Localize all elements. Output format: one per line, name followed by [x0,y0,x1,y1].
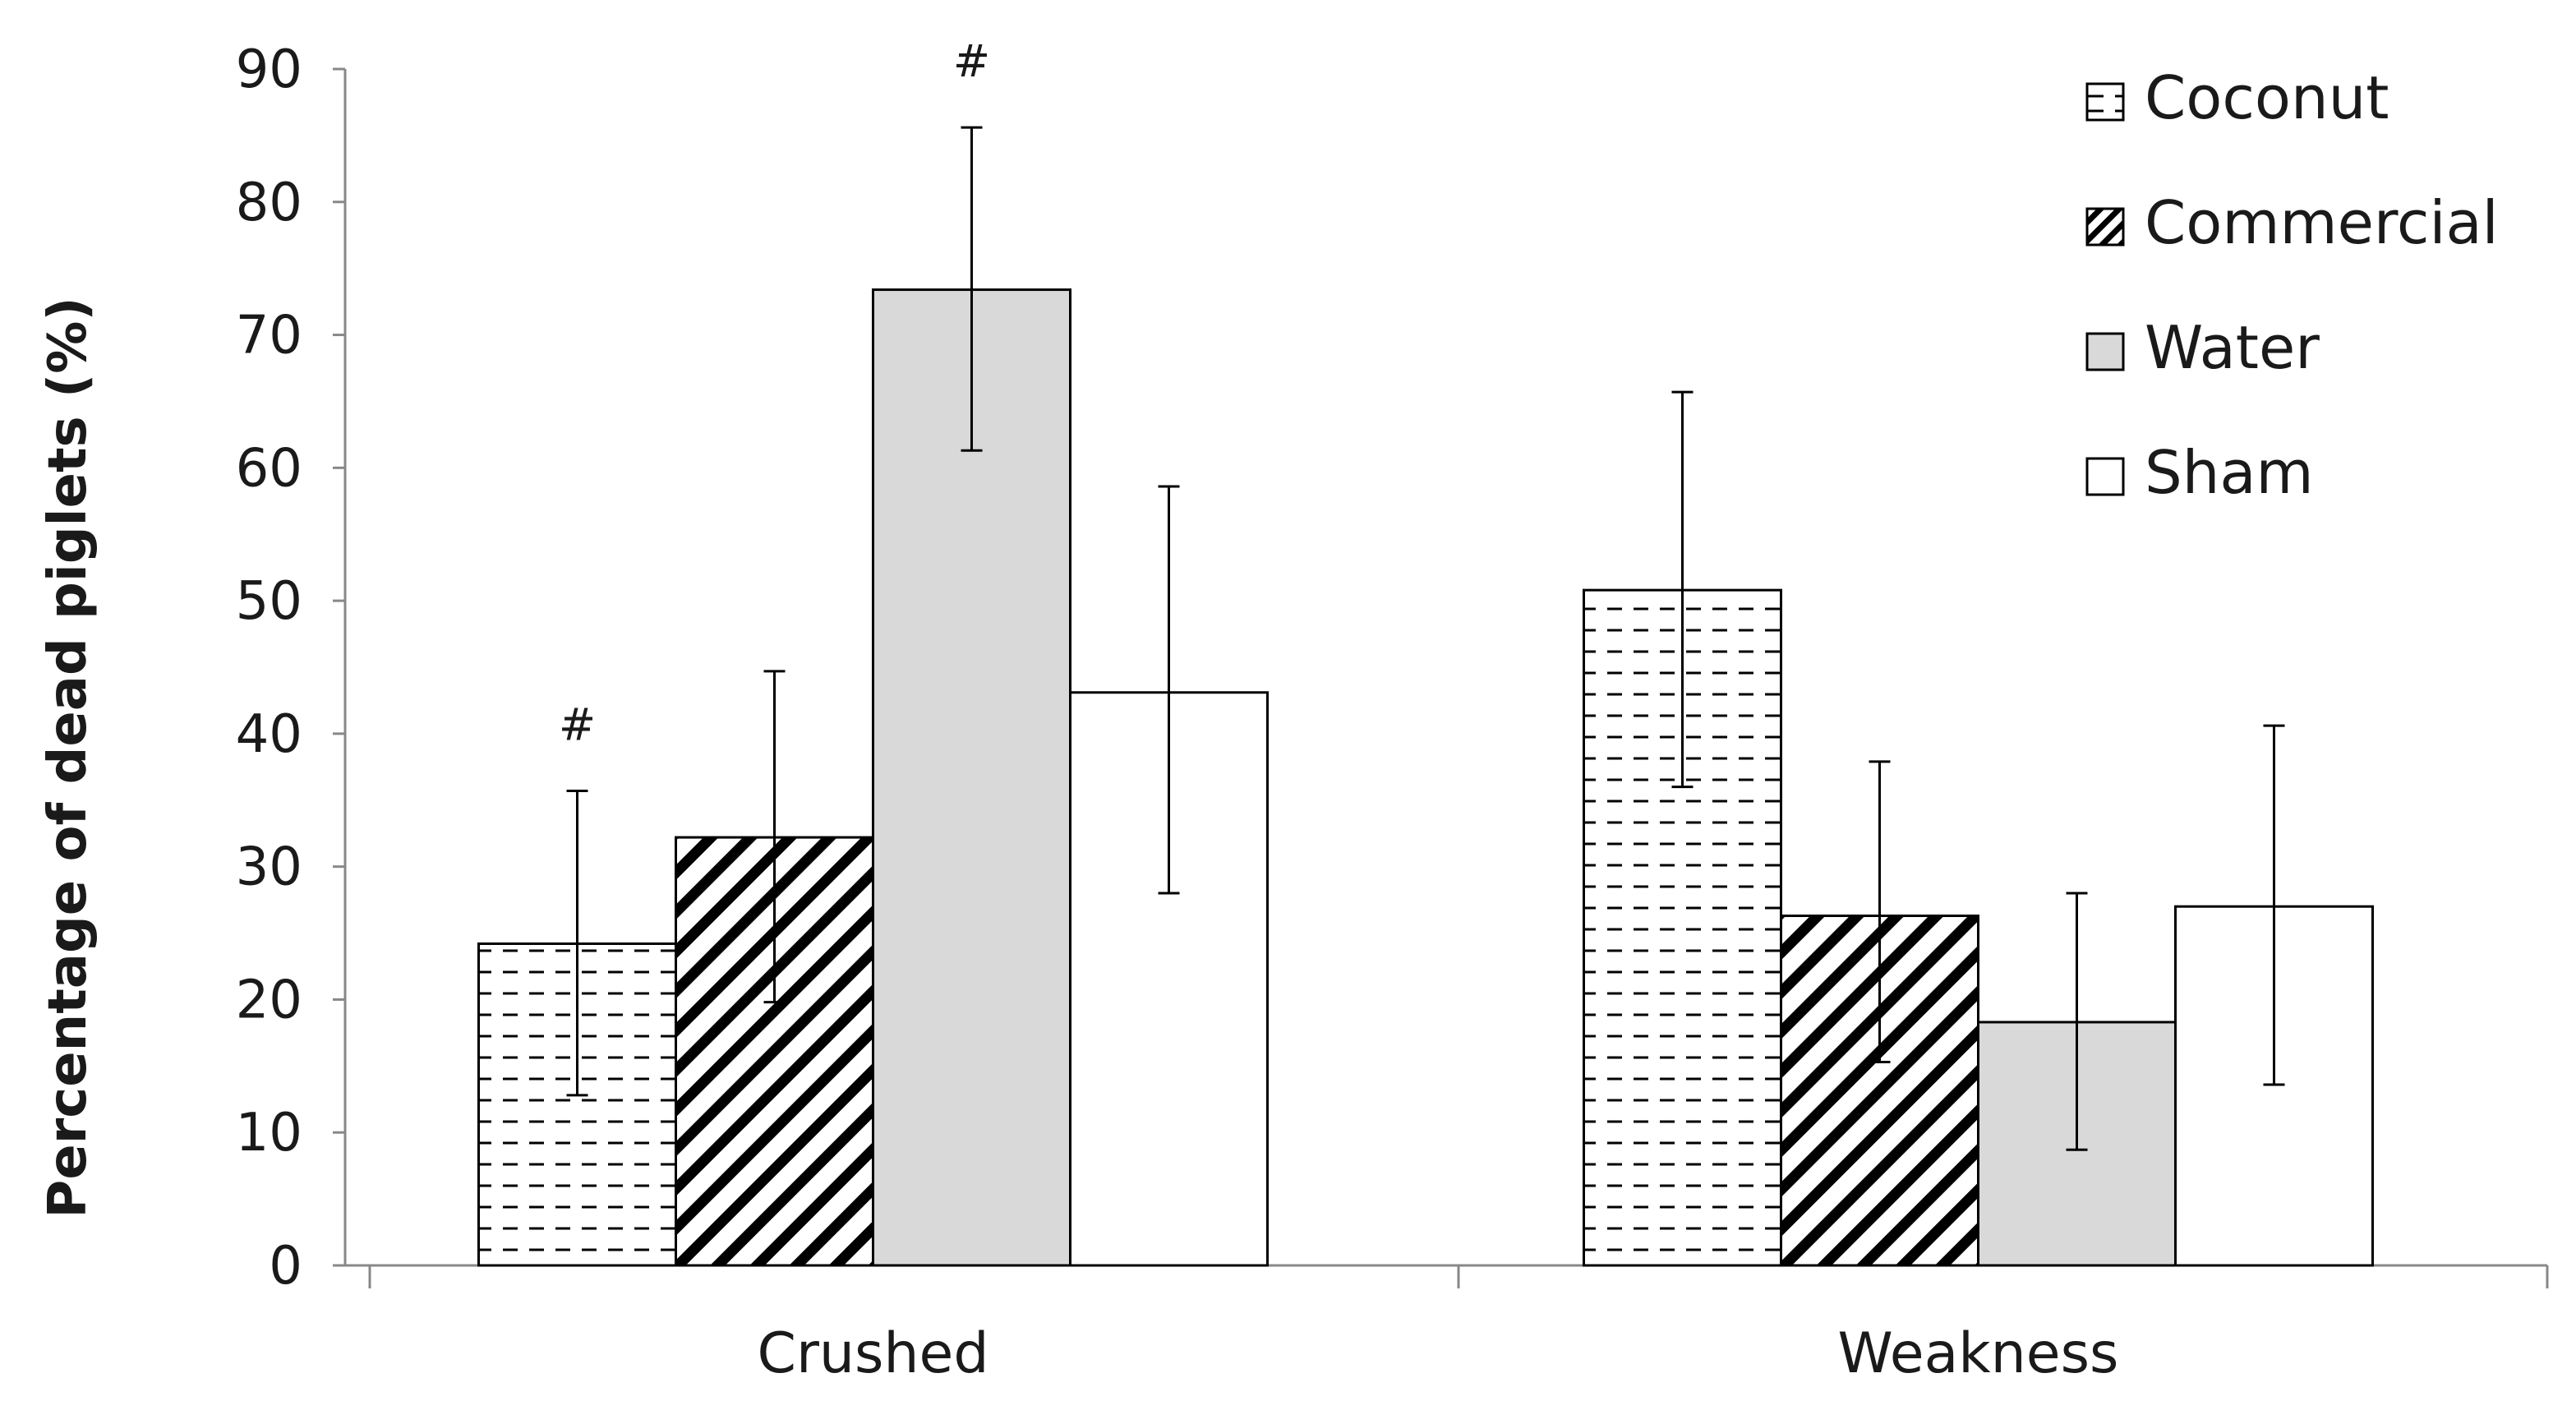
x-category-label: Weakness [1838,1321,2119,1386]
x-category-label: Crushed [757,1321,988,1386]
y-tick-label: 30 [236,837,302,898]
y-tick-label: 60 [236,438,302,499]
y-tick-label: 50 [236,571,302,632]
legend-label-water: Water [2145,313,2320,382]
y-tick-label: 90 [236,39,302,100]
y-tick-label: 10 [236,1103,302,1164]
y-axis-title: Percentage of dead piglets (%) [38,297,99,1218]
significance-marker: # [953,35,990,87]
y-tick-label: 20 [236,970,302,1030]
legend-swatch-commercial [2085,207,2125,247]
legend-label-sham: Sham [2145,438,2314,507]
y-tick-label: 40 [236,704,302,765]
y-tick-label: 80 [236,173,302,233]
significance-marker: # [559,698,596,750]
bar-water-crushed [872,288,1071,1267]
legend-label-commercial: Commercial [2145,188,2499,257]
legend-swatch-water [2085,332,2125,371]
y-tick-label: 70 [236,306,302,366]
y-tick-label: 0 [269,1236,302,1297]
legend-label-coconut: Coconut [2145,63,2389,132]
legend-swatch-coconut [2085,82,2125,122]
legend-swatch-sham [2085,457,2125,496]
